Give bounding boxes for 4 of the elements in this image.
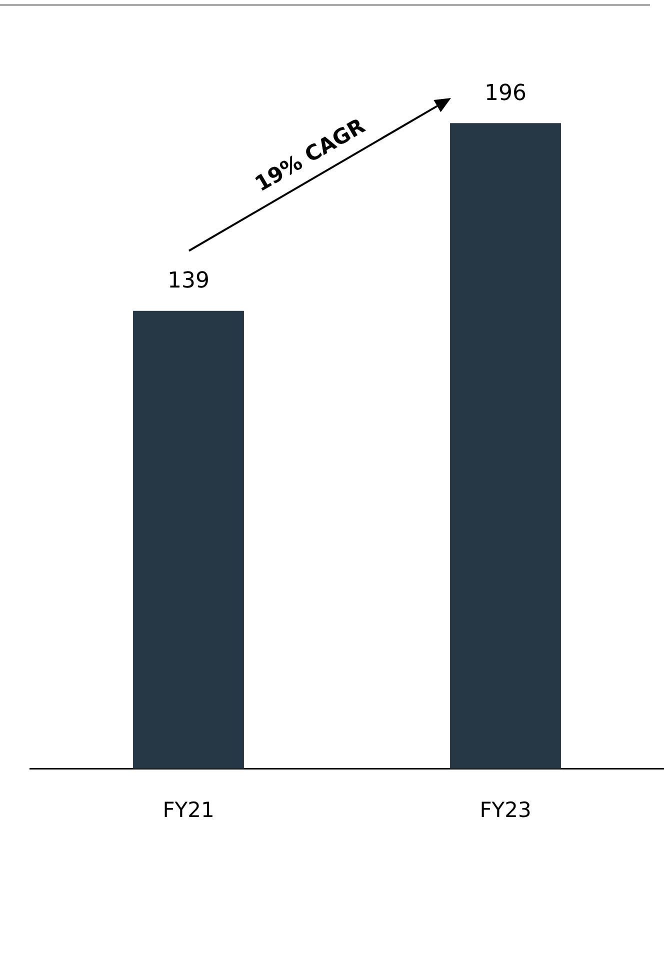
data-label: 139: [168, 268, 210, 294]
x-tick-label: FY23: [480, 798, 532, 822]
x-tick-label: FY21: [162, 798, 214, 822]
data-label: 196: [484, 80, 526, 106]
